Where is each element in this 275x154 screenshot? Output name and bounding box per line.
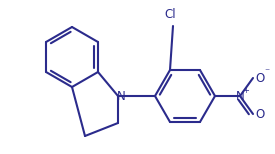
Text: O: O xyxy=(255,71,265,85)
Text: +: + xyxy=(243,85,249,95)
Text: N: N xyxy=(117,89,125,103)
Text: Cl: Cl xyxy=(164,8,176,20)
Text: ⁻: ⁻ xyxy=(265,67,270,77)
Text: N: N xyxy=(236,89,244,103)
Text: O: O xyxy=(255,107,265,120)
